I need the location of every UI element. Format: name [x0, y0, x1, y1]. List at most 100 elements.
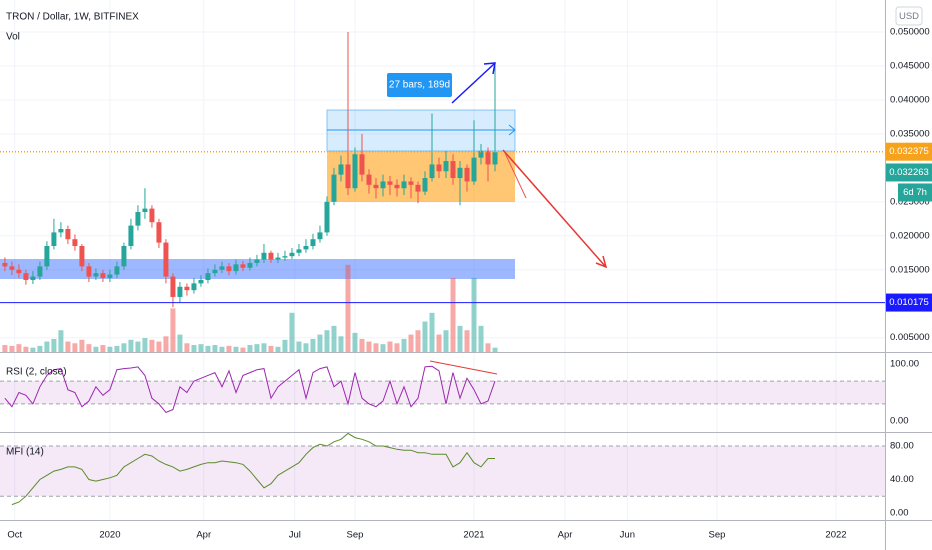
- candle-body: [331, 174, 337, 202]
- candle-body: [352, 154, 358, 189]
- volume-bar: [387, 341, 393, 352]
- x-tick-label: Sep: [347, 530, 364, 541]
- y-tick-label: 100.00: [890, 359, 919, 370]
- volume-bar: [415, 330, 421, 352]
- x-tick-label: 2022: [825, 530, 846, 541]
- candle-body: [9, 266, 15, 270]
- candle-body: [457, 167, 463, 179]
- volume-bar: [324, 330, 330, 352]
- volume-bar: [275, 346, 281, 352]
- last-price-box: [886, 163, 932, 182]
- candle-body: [303, 245, 309, 250]
- volume-bar: [443, 330, 449, 352]
- candle-body: [450, 161, 456, 179]
- candle-body: [44, 245, 50, 267]
- candle-body: [380, 181, 386, 189]
- candle-body: [373, 184, 379, 189]
- volume-bar: [198, 344, 204, 352]
- currency-box[interactable]: [895, 6, 923, 26]
- candle-body: [415, 184, 421, 192]
- volume-bar: [226, 345, 232, 352]
- volume-bar: [282, 339, 288, 352]
- volume-bar: [16, 344, 22, 352]
- volume-bar: [345, 264, 351, 352]
- y-tick-label: 0.020000: [890, 230, 930, 241]
- candle-body: [247, 262, 253, 268]
- candle-body: [65, 229, 71, 240]
- candle-body: [254, 259, 260, 263]
- price-label: 0.032375: [889, 146, 929, 157]
- currency[interactable]: USD: [899, 11, 919, 22]
- volume-bar: [163, 336, 169, 352]
- volume-bar: [394, 343, 400, 352]
- volume-bar: [205, 345, 211, 352]
- volume-bar: [471, 277, 477, 352]
- candle-body: [338, 164, 344, 175]
- volume-bar: [128, 339, 134, 352]
- candle-body: [366, 174, 372, 185]
- grid: [0, 0, 885, 520]
- candle-body: [268, 252, 274, 260]
- arrow-head: [483, 62, 496, 75]
- candle-body: [387, 181, 393, 185]
- volume-bar: [9, 345, 15, 352]
- y-tick-label: 80.00: [890, 440, 914, 451]
- candle-body: [184, 286, 190, 291]
- mfi-line: [11, 432, 495, 506]
- y-tick-label: 0.005000: [890, 332, 930, 343]
- candle-body: [100, 273, 106, 278]
- volume-bar: [135, 341, 141, 352]
- candle-body: [156, 222, 162, 243]
- arrow-head: [508, 124, 516, 136]
- candle-body: [261, 252, 267, 260]
- y-tick-label: 0.040000: [890, 94, 930, 105]
- y-tick-label: 0.00: [890, 416, 909, 427]
- candle-body: [128, 225, 134, 246]
- annotation: 27 bars, 189d: [389, 80, 450, 91]
- volume-bar: [380, 344, 386, 352]
- countdown: 6d 7h: [903, 187, 927, 198]
- candle-body: [478, 150, 484, 158]
- price-label-box: [886, 293, 932, 312]
- arrow-head: [595, 255, 608, 269]
- candle-body: [436, 164, 442, 172]
- volume-bar: [492, 347, 498, 352]
- candle-body: [16, 269, 22, 274]
- candle-body: [79, 245, 85, 267]
- volume-bar: [464, 330, 470, 352]
- annotation-box: [387, 73, 452, 97]
- volume-bar: [373, 343, 379, 352]
- volume-bar: [436, 334, 442, 352]
- volume-bar: [422, 321, 428, 352]
- candle-body: [163, 242, 169, 277]
- volume-bar: [51, 338, 57, 352]
- volume-bar: [268, 345, 274, 352]
- candle-body: [394, 184, 400, 189]
- volume-bar: [30, 347, 36, 352]
- volume-bar: [86, 344, 92, 352]
- volume-bar: [289, 312, 295, 352]
- volume-bar: [254, 344, 260, 352]
- x-tick-label: Oct: [7, 530, 22, 541]
- mfi-title: MFI (14): [6, 447, 44, 458]
- candle-body: [422, 178, 428, 192]
- y-tick-label: 0.015000: [890, 264, 930, 275]
- volume-bar: [79, 339, 85, 352]
- axis: Oct 2020 Apr Jul Sep 2021 Apr Jun Sep 2022 0.05000…: [7, 26, 932, 541]
- volume-bar: [429, 312, 435, 352]
- volume-bar: [177, 334, 183, 352]
- band-fill: [0, 445, 885, 497]
- x-tick-label: Jul: [289, 530, 301, 541]
- volume-bar: [240, 347, 246, 352]
- candle-body: [282, 256, 288, 258]
- candle-body: [142, 208, 148, 213]
- volume-bar: [485, 343, 491, 352]
- volume-bar: [261, 343, 267, 352]
- price-label: 0.010175: [889, 297, 929, 308]
- candle-body: [114, 266, 120, 275]
- volume-bar: [156, 341, 162, 352]
- divergence-line: [429, 360, 498, 375]
- candle-body: [107, 274, 113, 278]
- volume-bar: [408, 334, 414, 352]
